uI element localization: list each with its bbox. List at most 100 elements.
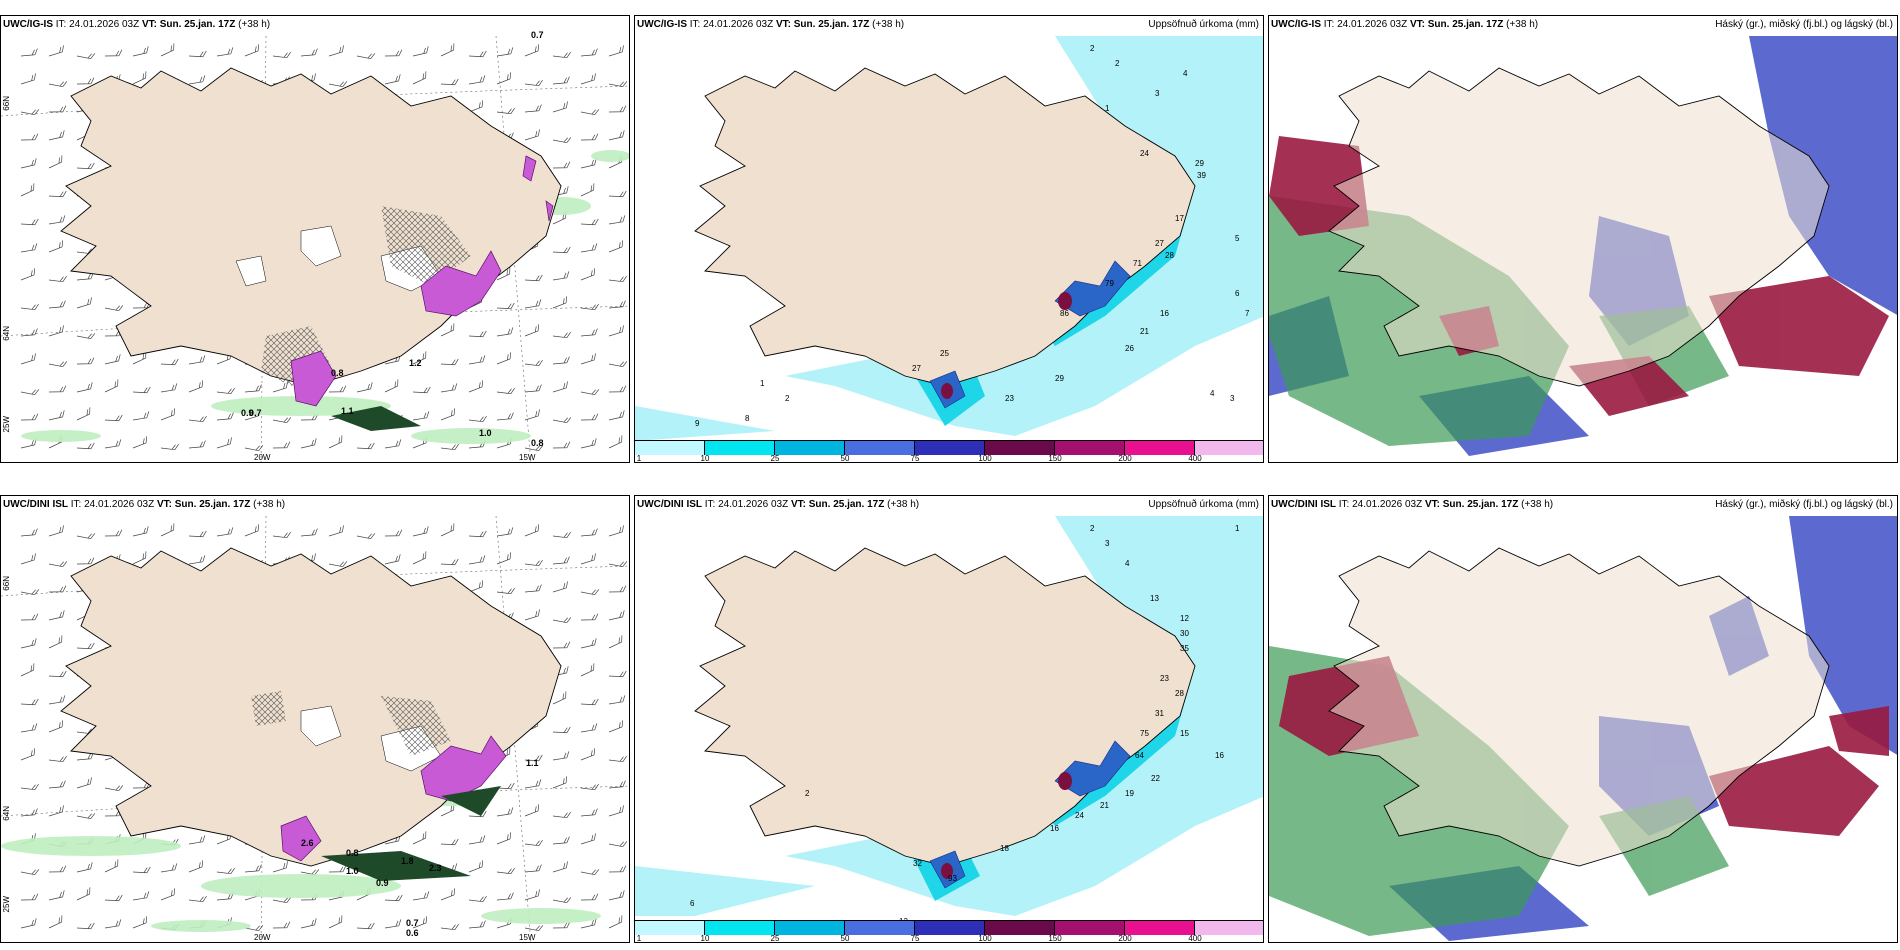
wind-barb xyxy=(104,354,121,365)
svg-text:79: 79 xyxy=(1105,279,1114,288)
panel-header: UWC/DINI ISL IT: 24.01.2026 03Z VT: Sun.… xyxy=(1271,499,1554,510)
wind-barb xyxy=(580,918,597,929)
wind-barb xyxy=(76,922,95,930)
wind-barb xyxy=(48,215,66,225)
panel-header: UWC/IG-IS IT: 24.01.2026 03Z VT: Sun. 25… xyxy=(637,19,905,30)
svg-text:24: 24 xyxy=(1075,811,1084,820)
wind-barb xyxy=(188,415,207,423)
wind-barb xyxy=(468,355,486,365)
svg-text:64: 64 xyxy=(1135,751,1144,760)
wind-barb xyxy=(440,888,456,901)
legend-swatch xyxy=(845,921,915,935)
wind-barb xyxy=(300,528,318,537)
wind-barb xyxy=(468,380,484,393)
lat-label-64n: 64N xyxy=(2,326,11,341)
wind-barb xyxy=(608,435,623,449)
wind-barb xyxy=(496,552,512,565)
svg-text:22: 22 xyxy=(1151,774,1160,783)
wind-barb xyxy=(20,698,39,706)
wind-barb xyxy=(580,243,598,253)
wind-barb xyxy=(20,748,36,761)
svg-text:1.1: 1.1 xyxy=(341,406,354,416)
svg-text:0.7: 0.7 xyxy=(531,30,544,40)
svg-text:2: 2 xyxy=(1115,59,1120,68)
wind-barb xyxy=(272,441,291,449)
wind-barb xyxy=(48,915,63,929)
value-labels: 0.7 1.2 0.9 0.7 1.0 0.8 0.8 1.1 xyxy=(241,30,544,448)
svg-text:2: 2 xyxy=(1090,524,1095,533)
wind-barb xyxy=(524,104,542,113)
wind-barb xyxy=(328,385,347,393)
wind-barb xyxy=(48,755,67,763)
wind-barb xyxy=(580,589,600,596)
legend-swatch xyxy=(1195,921,1263,935)
lat-label-64n: 64N xyxy=(2,806,11,821)
wind-barb xyxy=(552,641,571,649)
wind-barb xyxy=(552,836,570,845)
precip-legend: 1 10 25 50 75 100 150 200 400 xyxy=(635,920,1263,942)
wind-barb xyxy=(608,915,623,929)
wind-barb xyxy=(48,410,65,421)
legend-swatch xyxy=(915,921,985,935)
cloud-map xyxy=(1269,36,1897,462)
wind-barb xyxy=(272,921,291,929)
wind-barb xyxy=(412,551,427,565)
wind-barb xyxy=(608,215,626,225)
legend-swatch xyxy=(985,441,1055,455)
wind-barb xyxy=(48,361,68,368)
svg-text:8: 8 xyxy=(745,414,750,423)
wind-barb xyxy=(608,45,624,57)
lon-label-25w: 25W xyxy=(2,896,11,913)
wind-barb xyxy=(20,183,35,197)
wind-barb xyxy=(76,442,95,450)
wind-barb xyxy=(328,865,347,873)
wind-barb xyxy=(272,51,291,59)
wind-barb xyxy=(160,523,175,537)
wind-barb xyxy=(524,779,542,789)
wind-barb xyxy=(20,869,40,876)
wind-barb xyxy=(468,920,486,929)
svg-text:16: 16 xyxy=(1050,824,1059,833)
wind-barb xyxy=(440,323,455,337)
land-mass xyxy=(1328,67,1830,387)
wind-barb xyxy=(20,303,39,311)
wind-barb xyxy=(48,105,67,113)
wind-barb xyxy=(552,417,572,424)
wind-barb xyxy=(496,412,514,421)
wind-barb xyxy=(48,865,67,873)
wind-barb xyxy=(356,442,375,450)
wind-barb xyxy=(244,524,260,537)
wind-map: 0.7 1.2 0.9 0.7 1.0 0.8 0.8 1.1 xyxy=(1,30,629,462)
svg-text:1.2: 1.2 xyxy=(409,358,422,368)
wind-barb xyxy=(496,527,514,537)
wind-barb xyxy=(608,410,625,421)
wind-barb xyxy=(608,585,627,593)
wind-barb xyxy=(216,387,235,395)
svg-text:31: 31 xyxy=(1155,709,1164,718)
wind-barb xyxy=(552,76,570,85)
wind-barb xyxy=(20,808,38,817)
legend-tick: 200 xyxy=(1118,454,1132,463)
svg-text:17: 17 xyxy=(1175,214,1184,223)
lon-label-20w: 20W xyxy=(254,453,271,462)
lat-label-66n: 66N xyxy=(2,576,11,591)
wind-barb xyxy=(328,435,343,449)
svg-text:9: 9 xyxy=(695,419,700,428)
wind-barb xyxy=(608,890,625,901)
magenta-precip xyxy=(290,155,554,407)
wind-barb xyxy=(552,356,570,365)
wind-barb xyxy=(552,137,572,144)
legend-tick: 100 xyxy=(978,454,992,463)
wind-barb xyxy=(552,897,572,904)
wind-barb xyxy=(188,860,204,873)
wind-barb xyxy=(468,75,486,85)
wind-barb xyxy=(608,805,624,817)
wind-barb xyxy=(580,783,599,791)
wind-barb xyxy=(552,296,568,309)
legend-swatch xyxy=(1195,441,1263,455)
wind-barb xyxy=(524,609,540,621)
svg-text:21: 21 xyxy=(1140,327,1149,336)
wind-barb xyxy=(48,240,64,253)
wind-barb xyxy=(216,47,234,57)
